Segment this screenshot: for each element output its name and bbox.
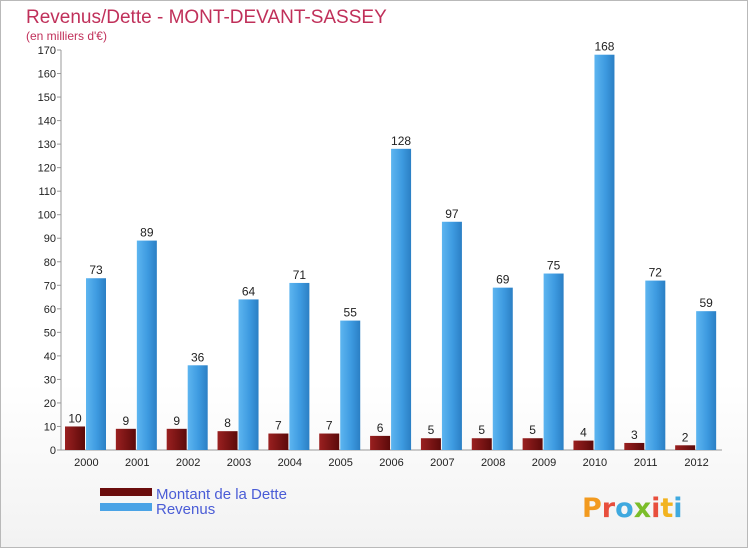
data-label: 5 <box>428 423 435 437</box>
bar-dette <box>370 435 391 450</box>
data-label: 7 <box>275 419 282 433</box>
x-tick-label: 2012 <box>684 457 708 469</box>
bar-revenus <box>86 278 106 450</box>
bar-revenus <box>594 54 615 451</box>
data-label: 36 <box>191 350 205 364</box>
y-tick-label: 50 <box>44 327 56 339</box>
y-tick-label: 130 <box>38 139 56 151</box>
data-label: 3 <box>631 428 638 442</box>
data-label: 128 <box>391 134 411 148</box>
data-label: 72 <box>649 266 663 280</box>
data-label: 55 <box>344 306 358 320</box>
data-label: 4 <box>580 426 587 440</box>
x-tick-label: 2008 <box>481 457 505 469</box>
data-label: 64 <box>242 284 256 298</box>
y-axis: 0 10 20 30 40 50 60 70 80 90 100 110 120 130 140 150 160… <box>38 45 62 457</box>
bar-dette <box>471 438 492 450</box>
logo-wordmark: Proxiti <box>582 493 683 524</box>
bar-dette <box>115 428 136 450</box>
bar-revenus <box>289 282 310 450</box>
bar-dette <box>675 445 696 450</box>
y-tick-label: 120 <box>38 163 56 175</box>
y-tick-label: 80 <box>44 257 56 269</box>
x-tick-label: 2000 <box>74 457 98 469</box>
data-label: 71 <box>293 268 307 282</box>
chart-title: Revenus/Dette - MONT-DEVANT-SASSEY <box>26 7 387 28</box>
x-tick-label: 2006 <box>379 457 403 469</box>
data-label: 8 <box>224 416 231 430</box>
x-tick-label: 2010 <box>583 457 607 469</box>
bar-revenus <box>492 287 513 450</box>
legend-label-dette: Montant de la Dette <box>156 486 287 503</box>
data-label: 2 <box>682 430 689 444</box>
x-tick-label: 2011 <box>634 457 658 469</box>
y-tick-label: 140 <box>38 116 56 128</box>
bar-dette <box>624 442 645 450</box>
data-label: 9 <box>123 414 130 428</box>
data-label: 59 <box>699 296 713 310</box>
bars <box>65 54 717 451</box>
data-label: 6 <box>377 421 384 435</box>
x-tick-label: 2001 <box>125 457 149 469</box>
y-tick-label: 150 <box>38 92 56 104</box>
data-label: 9 <box>173 414 180 428</box>
bar-dette <box>217 431 238 450</box>
bar-revenus <box>391 148 412 450</box>
y-tick-label: 60 <box>44 304 56 316</box>
legend-swatch-dette <box>100 488 152 496</box>
legend-label-revenus: Revenus <box>156 501 215 518</box>
y-tick-label: 0 <box>50 445 56 457</box>
bar-dette <box>268 433 289 450</box>
data-label: 69 <box>496 273 510 287</box>
bar-dette <box>166 428 187 450</box>
bar-revenus <box>645 280 666 450</box>
y-tick-label: 70 <box>44 280 56 292</box>
x-tick-label: 2007 <box>430 457 454 469</box>
bar-revenus <box>187 365 208 450</box>
data-label: 5 <box>529 423 536 437</box>
x-tick-label: 2005 <box>328 457 352 469</box>
data-label: 75 <box>547 259 561 273</box>
x-tick-label: 2003 <box>227 457 251 469</box>
bar-dette <box>319 433 340 450</box>
bar-revenus <box>441 221 462 450</box>
y-tick-label: 170 <box>38 45 56 57</box>
data-label: 10 <box>68 411 82 425</box>
x-tick-label: 2002 <box>176 457 200 469</box>
y-tick-label: 30 <box>44 374 56 386</box>
value-labels: 10 9 9 8 7 7 6 5 5 5 4 3 273893664715512897697516872… <box>68 40 713 445</box>
legend: Montant de la Dette Revenus <box>100 486 287 518</box>
data-label: 73 <box>89 263 103 277</box>
bar-revenus <box>696 311 717 450</box>
data-label: 7 <box>326 419 333 433</box>
y-tick-label: 40 <box>44 351 56 363</box>
y-tick-label: 110 <box>38 186 56 198</box>
data-label: 5 <box>478 423 485 437</box>
bar-dette <box>420 438 441 450</box>
data-label: 89 <box>140 226 154 240</box>
y-tick-label: 10 <box>44 421 56 433</box>
y-tick-label: 20 <box>44 398 56 410</box>
bar-dette <box>65 426 85 450</box>
x-tick-label: 2009 <box>532 457 556 469</box>
proxiti-logo: Proxiti <box>582 493 683 524</box>
bar-dette <box>573 440 594 450</box>
x-tick-label: 2004 <box>278 457 302 469</box>
x-axis: 2000 2001 2002 2003 2004 2005 2006 2007 2008 2009… <box>61 449 722 469</box>
bar-revenus <box>340 320 361 450</box>
bar-revenus <box>238 299 259 450</box>
legend-swatch-revenus <box>100 503 152 511</box>
y-tick-label: 90 <box>44 233 56 245</box>
data-label: 168 <box>594 40 614 54</box>
bar-revenus <box>543 273 564 450</box>
bar-revenus <box>136 240 157 450</box>
bar-dette <box>522 438 543 450</box>
y-tick-label: 100 <box>38 210 56 222</box>
y-tick-label: 160 <box>38 69 56 81</box>
chart-subtitle: (en milliers d'€) <box>26 29 107 43</box>
data-label: 97 <box>445 207 459 221</box>
